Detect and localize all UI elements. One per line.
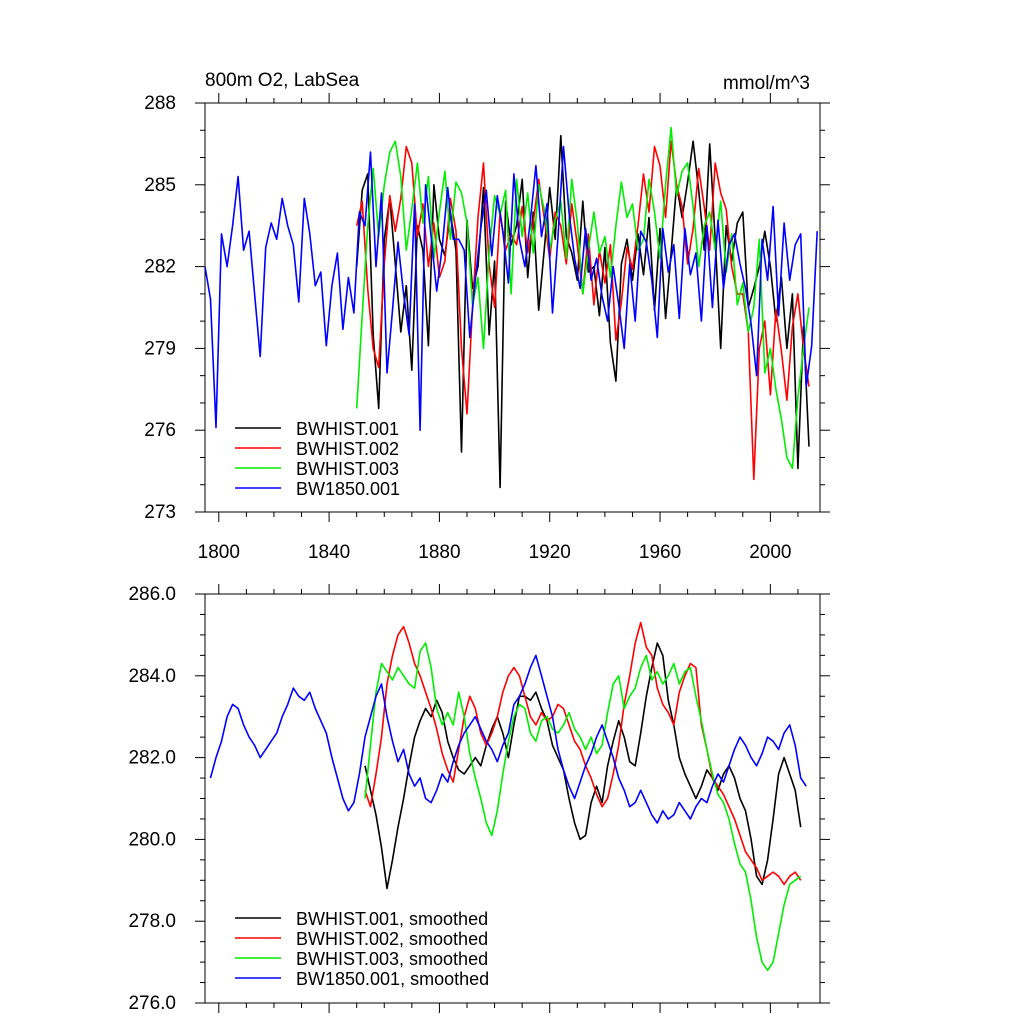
top-ytick-label: 288 [144,93,176,114]
bottom-series-bwhist-001-smoothed [364,642,802,890]
top-xtick-label: 1880 [418,542,460,563]
bottom-series-bw1850-001-smoothed [209,654,807,824]
top-plot-frame [204,102,821,513]
top-legend-label-bwhist-003: BWHIST.003 [296,459,399,479]
top-ytick-label: 276 [144,420,176,441]
bottom-ytick-label: 282.0 [128,748,176,769]
top-legend-label-bwhist-002: BWHIST.002 [296,439,399,459]
bottom-legend-label-bwhist-002-smoothed: BWHIST.002, smoothed [296,929,488,949]
bottom-ytick-label: 284.0 [128,666,176,687]
bottom-legend-label-bwhist-003-smoothed: BWHIST.003, smoothed [296,949,488,969]
bottom-ytick-label: 276.0 [128,993,176,1014]
top-xtick-label: 1840 [308,542,350,563]
bottom-ytick-label: 280.0 [128,829,176,850]
top-panel-800m-o2: 273 276 279 282 285 288 1800 1840 1880 1920 1960 20… [144,70,830,563]
top-ytick-label: 273 [144,502,176,523]
top-series-bw1850-001 [205,145,818,432]
bottom-series-bwhist-003-smoothed [364,642,802,972]
top-xtick-label: 1800 [198,542,240,563]
top-xtick-label: 1960 [639,542,681,563]
top-xtick-label: 1920 [529,542,571,563]
top-xtick-label: 2000 [749,542,791,563]
bottom-legend-label-bw1850-001-smoothed: BW1850.001, smoothed [296,969,489,989]
top-ytick-label: 285 [144,175,176,196]
top-legend-label-bwhist-001: BWHIST.001 [296,419,399,439]
top-series-bwhist-003 [355,126,810,470]
chart-title: 800m O2, LabSea [205,70,360,91]
bottom-legend-label-bwhist-001-smoothed: BWHIST.001, smoothed [296,909,488,929]
top-ytick-label: 282 [144,257,176,278]
chart-units: mmol/m^3 [723,73,810,94]
top-ytick-label: 279 [144,338,176,359]
bottom-panel-smoothed: 276.0 278.0 280.0 282.0 284.0 286.0 BWHIST.001… [128,584,830,1014]
top-series-bwhist-002 [355,140,810,481]
bottom-ytick-label: 286.0 [128,584,176,605]
bottom-ytick-label: 278.0 [128,911,176,932]
bottom-series-bwhist-002-smoothed [364,621,802,886]
top-series-bwhist-001 [355,134,810,489]
top-legend-label-bw1850-001: BW1850.001 [296,479,400,499]
